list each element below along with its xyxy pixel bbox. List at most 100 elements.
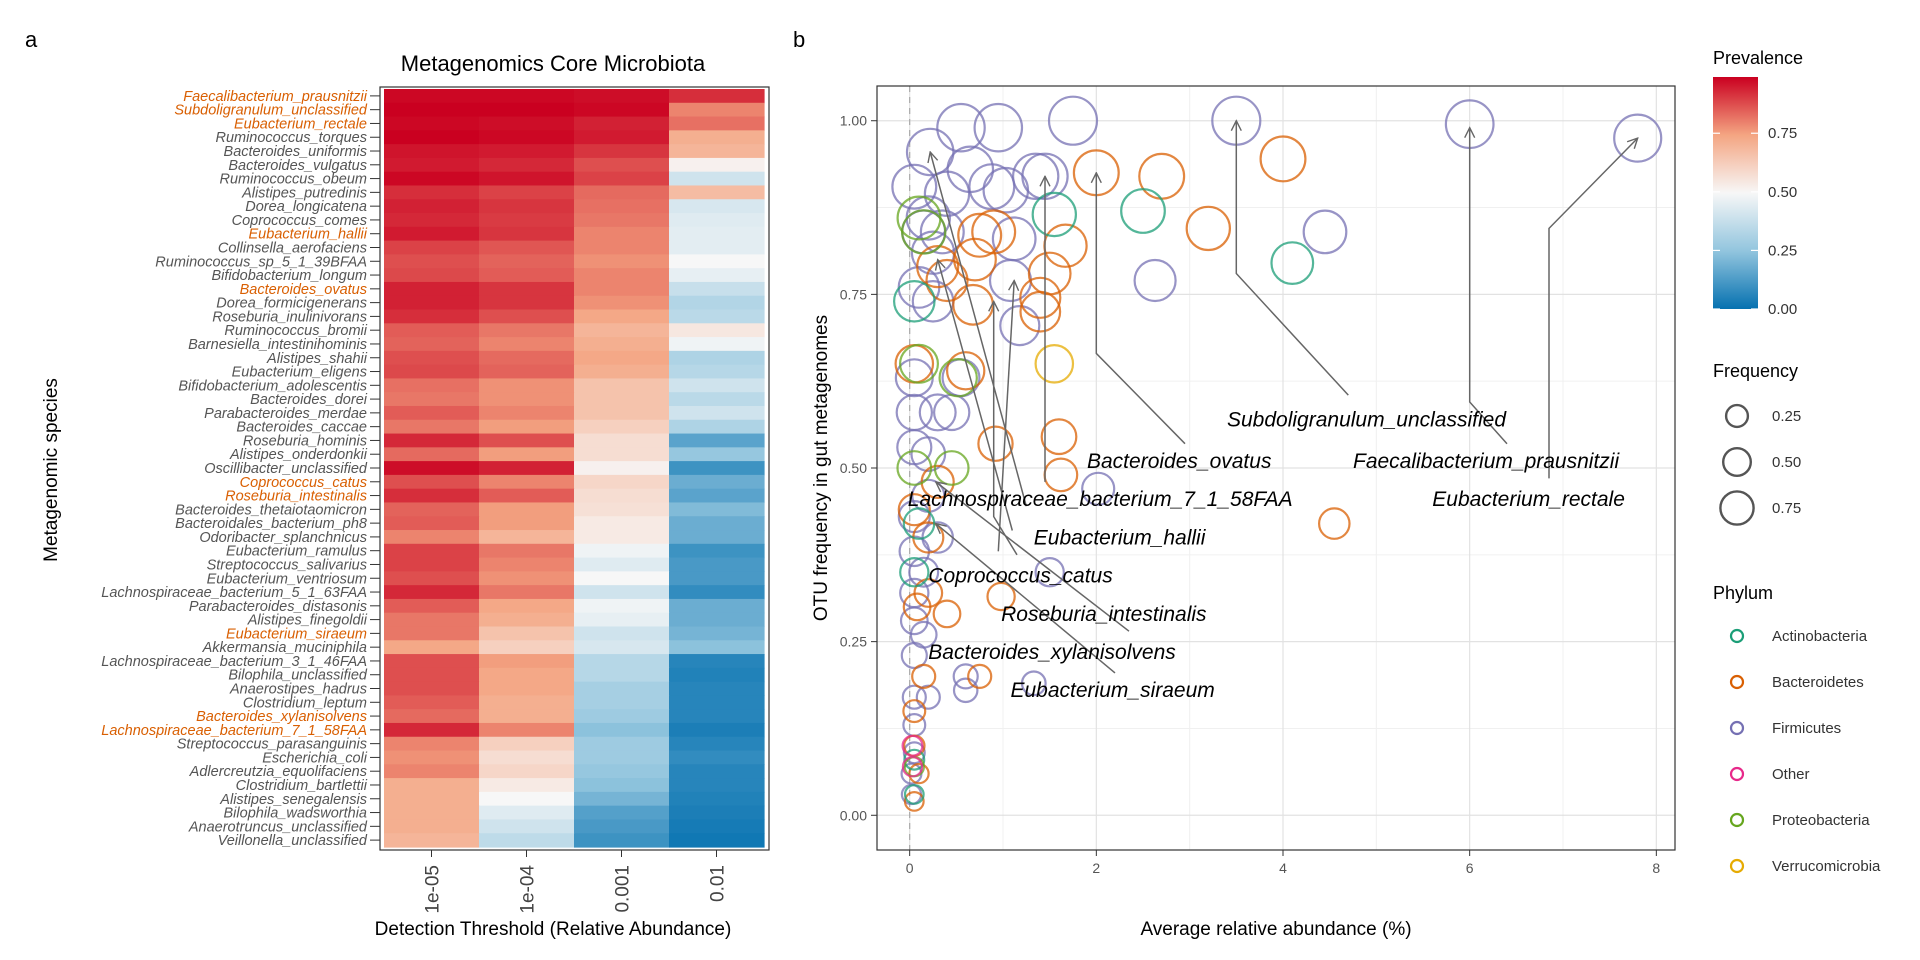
heatmap-cell-escherichia-coli-0 — [384, 750, 480, 765]
heatmap-cell-clostridium-leptum-2 — [574, 695, 670, 710]
scatter-y-tick-label: 0.75 — [840, 286, 867, 302]
scatter-point-firmicutes — [973, 102, 1024, 153]
phylum-legend-swatch-other — [1729, 766, 1745, 782]
heatmap-cell-bacteroides-dorei-0 — [384, 392, 480, 407]
prevalence-tick-label: 0.50 — [1768, 184, 1797, 201]
heatmap-row-label: Bifidobacterium_adolescentis — [178, 378, 367, 394]
heatmap-cell-odoribacter-splanchnicus-3 — [669, 530, 765, 545]
heatmap-cell-eubacterium-siraeum-0 — [384, 626, 480, 641]
heatmap-cell-faecalibacterium-prausnitzii-0 — [384, 89, 480, 104]
heatmap-cell-eubacterium-rectale-2 — [574, 116, 670, 131]
heatmap-cell-barnesiella-intestinihominis-1 — [479, 337, 575, 352]
scatter-point-actinobacteria — [903, 784, 925, 805]
heatmap-cell-barnesiella-intestinihominis-3 — [669, 337, 765, 352]
heatmap-cell-bacteroides-uniformis-3 — [669, 144, 765, 159]
heatmap-cell-bilophila-wadsworthia-1 — [479, 805, 575, 821]
phylum-legend-swatch-verrucomicrobia — [1729, 858, 1745, 874]
heatmap-cell-roseburia-inulinivorans-0 — [384, 309, 480, 324]
scatter-point-bacteroidetes — [1185, 205, 1232, 252]
scatter-point-firmicutes — [1011, 152, 1060, 200]
heatmap-cell-lachnospiraceae-bacterium-7-1-58faa-1 — [479, 722, 575, 738]
heatmap-cell-alistipes-onderdonkii-1 — [479, 447, 575, 462]
heatmap-cell-roseburia-intestinalis-0 — [384, 488, 480, 504]
scatter-point-bacteroidetes — [1019, 276, 1062, 319]
heatmap-cell-ruminococcus-obeum-0 — [384, 171, 480, 187]
heatmap-cell-oscillibacter-unclassified-1 — [479, 461, 575, 476]
heatmap-cell-eubacterium-siraeum-1 — [479, 626, 575, 641]
heatmap-cell-bilophila-wadsworthia-3 — [669, 805, 765, 821]
phylum-legend-label: Actinobacteria — [1772, 628, 1868, 645]
heatmap-row-label: Bacteroides_thetaiotaomicron — [175, 502, 367, 518]
heatmap-cell-veillonella-unclassified-0 — [384, 833, 480, 848]
phylum-legend-swatch-bacteroidetes — [1729, 674, 1745, 690]
heatmap-cell-ruminococcus-sp-5-1-39bfaa-3 — [669, 254, 765, 269]
heatmap-row-label: Bilophila_wadsworthia — [224, 806, 367, 822]
heatmap-cell-odoribacter-splanchnicus-2 — [574, 530, 670, 545]
heatmap-cell-dorea-longicatena-2 — [574, 199, 670, 214]
heatmap-cell-bacteroides-uniformis-0 — [384, 144, 480, 159]
heatmap-row-label: Alistipes_finegoldii — [247, 613, 368, 629]
heatmap-row-label: Bacteroides_vulgatus — [228, 158, 367, 174]
heatmap-cell-ruminococcus-torques-0 — [384, 130, 480, 145]
heatmap-row-label: Eubacterium_ramulus — [226, 544, 367, 560]
heatmap-cell-eubacterium-hallii-1 — [479, 226, 575, 242]
heatmap-cell-bacteroides-vulgatus-0 — [384, 157, 480, 173]
heatmap-row-label: Bacteroides_dorei — [250, 392, 368, 408]
scatter-point-actinobacteria — [892, 279, 936, 323]
heatmap-cell-bacteroides-dorei-3 — [669, 392, 765, 407]
heatmap-cell-anaerostipes-hadrus-0 — [384, 681, 480, 696]
annotation-label-faecalibacterium-prausnitzii: Faecalibacterium_prausnitzii — [1353, 450, 1620, 473]
scatter-point-bacteroidetes — [957, 212, 1003, 258]
scatter-point-proteobacteria — [898, 343, 939, 384]
heatmap-cell-subdoligranulum-unclassified-0 — [384, 102, 480, 118]
heatmap-cell-barnesiella-intestinihominis-0 — [384, 337, 480, 352]
heatmap-row-label: Clostridium_leptum — [243, 695, 367, 711]
heatmap-cell-eubacterium-ventriosum-3 — [669, 571, 765, 586]
annotation-arrow — [936, 482, 1130, 632]
frequency-legend: 0.25 0.50 0.75 — [1719, 403, 1801, 526]
heatmap-cell-akkermansia-muciniphila-0 — [384, 640, 480, 655]
heatmap-row-label: Bacteroidales_bacterium_ph8 — [175, 516, 367, 532]
heatmap-cell-eubacterium-rectale-0 — [384, 116, 480, 131]
heatmap-row-label: Adlercreutzia_equolifaciens — [189, 764, 367, 780]
scatter-point-bacteroidetes — [903, 791, 925, 812]
heatmap-cell-bacteroides-xylanisolvens-2 — [574, 709, 670, 724]
heatmap-cell-dorea-longicatena-3 — [669, 199, 765, 214]
heatmap-cell-eubacterium-ramulus-1 — [479, 543, 575, 559]
heatmap-cell-roseburia-hominis-0 — [384, 433, 480, 448]
heatmap-cell-alistipes-senegalensis-2 — [574, 791, 670, 807]
phylum-legend-swatch-firmicutes — [1729, 720, 1745, 736]
heatmap-cell-bacteroides-ovatus-3 — [669, 281, 765, 297]
heatmap-cell-subdoligranulum-unclassified-1 — [479, 102, 575, 118]
heatmap-cell-bacteroidales-bacterium-ph8-0 — [384, 516, 480, 531]
heatmap-cell-streptococcus-parasanguinis-2 — [574, 736, 670, 752]
scatter-point-firmicutes — [1302, 209, 1348, 255]
heatmap-cell-eubacterium-ventriosum-0 — [384, 571, 480, 586]
heatmap-cell-roseburia-hominis-1 — [479, 433, 575, 448]
heatmap-cell-bilophila-unclassified-3 — [669, 667, 765, 683]
annotation-label-coprococcus-catus: Coprococcus_catus — [928, 565, 1113, 588]
heatmap-cell-clostridium-bartlettii-1 — [479, 778, 575, 793]
heatmap-cell-lachnospiraceae-bacterium-5-1-63faa-3 — [669, 585, 765, 600]
heatmap-cell-alistipes-shahii-0 — [384, 350, 480, 366]
annotation-label-bacteroides-ovatus: Bacteroides_ovatus — [1087, 450, 1272, 473]
scatter-point-bacteroidetes — [1019, 290, 1062, 333]
heatmap-cell-clostridium-leptum-1 — [479, 695, 575, 710]
scatter-point-firmicutes — [910, 436, 947, 473]
heatmap-cell-alistipes-putredinis-2 — [574, 185, 670, 200]
annotation-arrow — [930, 152, 1028, 507]
annotation-label-subdoligranulum-unclassified: Subdoligranulum_unclassified — [1227, 408, 1507, 431]
heatmap-cell-streptococcus-parasanguinis-0 — [384, 736, 480, 752]
heatmap-cell-streptococcus-salivarius-1 — [479, 557, 575, 572]
heatmap-cell-lachnospiraceae-bacterium-3-1-46faa-2 — [574, 654, 670, 669]
heatmap-cell-ruminococcus-obeum-2 — [574, 171, 670, 187]
heatmap-cell-bacteroides-uniformis-2 — [574, 144, 670, 159]
heatmap-row-label: Bacteroides_caccae — [236, 420, 367, 436]
heatmap-cell-veillonella-unclassified-2 — [574, 833, 670, 848]
heatmap-cell-bacteroides-caccae-0 — [384, 419, 480, 435]
heatmap-cell-bacteroides-caccae-1 — [479, 419, 575, 435]
heatmap-row-label: Eubacterium_eligens — [232, 365, 367, 381]
heatmap-cell-lachnospiraceae-bacterium-3-1-46faa-1 — [479, 654, 575, 669]
heatmap-cell-bilophila-wadsworthia-0 — [384, 805, 480, 821]
heatmap-cell-barnesiella-intestinihominis-2 — [574, 337, 670, 352]
